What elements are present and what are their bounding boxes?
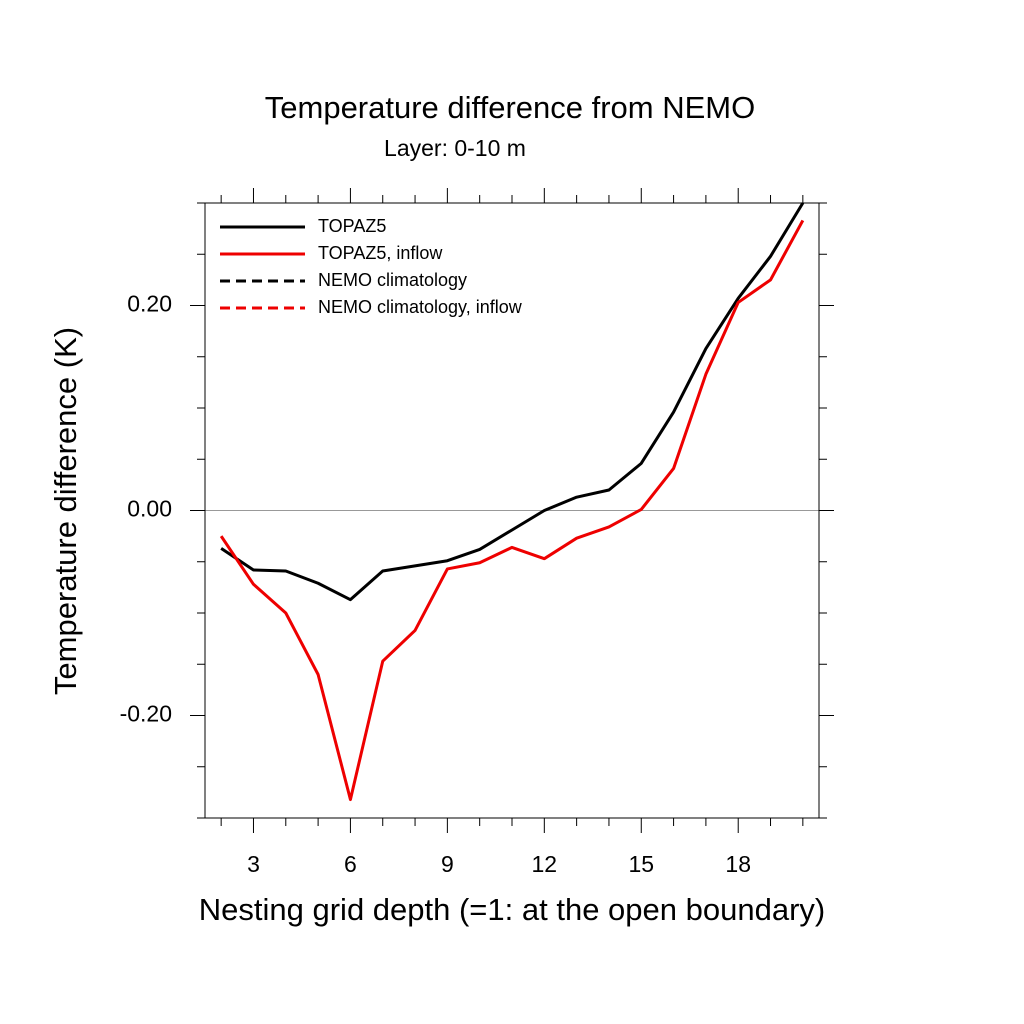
x-tick-label: 3 [247,851,260,877]
legend-label: NEMO climatology [318,270,467,290]
series-line [220,202,805,602]
chart-title: Temperature difference from NEMO [265,90,755,125]
plot-frame [204,202,820,819]
y-tick-label: 0.00 [127,496,172,522]
x-tick-label: 9 [441,851,454,877]
y-tick-label: -0.20 [120,701,172,727]
y-axis-label: Temperature difference (K) [48,327,83,695]
chart-subtitle: Layer: 0-10 m [384,135,526,161]
legend-label: TOPAZ5, inflow [318,243,443,263]
x-tick-label: 12 [532,851,558,877]
legend-label: TOPAZ5 [318,216,386,236]
legend-label: NEMO climatology, inflow [318,297,523,317]
x-axis-label: Nesting grid depth (=1: at the open boun… [199,892,825,927]
x-tick-label: 15 [628,851,654,877]
series-line [219,219,805,802]
x-tick-label: 18 [725,851,751,877]
y-tick-label: 0.20 [127,291,172,317]
x-tick-label: 6 [344,851,357,877]
